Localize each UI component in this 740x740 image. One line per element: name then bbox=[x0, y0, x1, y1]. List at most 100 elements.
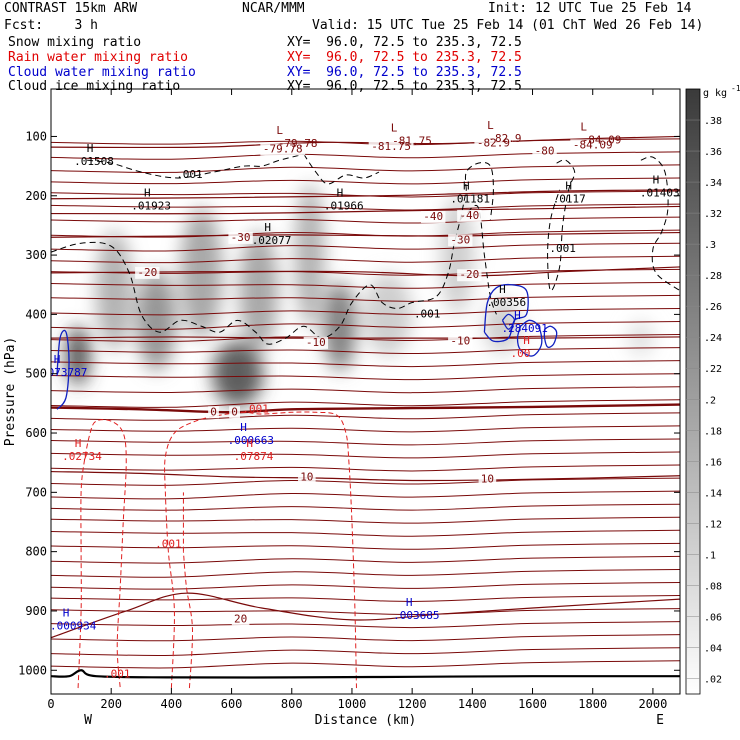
colorbar-tick-label: .08 bbox=[704, 581, 722, 592]
isotherm-minus10 bbox=[51, 336, 680, 339]
isotherm-line bbox=[51, 425, 680, 433]
isotherm-label: -40 bbox=[423, 210, 443, 223]
colorbar-tick-label: .26 bbox=[704, 302, 722, 313]
isotherm-label: 20 bbox=[234, 612, 247, 625]
label-bg bbox=[532, 145, 557, 158]
isotherm-label: 10 bbox=[300, 471, 313, 484]
isotherm-line bbox=[51, 477, 680, 486]
extremum-mark: H bbox=[406, 596, 413, 609]
isotherm-label: -10 bbox=[306, 336, 326, 349]
isotherm-label: 0 bbox=[210, 405, 217, 418]
contour-value-label: .001 bbox=[104, 667, 131, 680]
extremum-value: .01966 bbox=[324, 200, 364, 213]
isotherm-line bbox=[51, 490, 680, 500]
terrain-line bbox=[51, 669, 680, 679]
label-bg bbox=[303, 336, 329, 349]
cloud-ice-contour bbox=[51, 189, 467, 345]
isotherm-label: -20 bbox=[137, 266, 157, 279]
label-bg bbox=[478, 473, 497, 486]
isotherm-line bbox=[51, 568, 680, 578]
isotherm-line bbox=[51, 216, 680, 224]
extremum-value: -84.09 bbox=[582, 133, 622, 146]
snow-blob bbox=[66, 326, 91, 386]
x-axis-label: Distance (km) bbox=[315, 713, 417, 728]
isotherm-line bbox=[51, 294, 680, 302]
isotherm-20 bbox=[51, 592, 680, 639]
isotherm-line bbox=[51, 399, 680, 408]
isotherm-label: -81.75 bbox=[371, 140, 411, 153]
cloud-water-contour bbox=[56, 329, 70, 410]
extremum-value: .0117 bbox=[553, 193, 586, 206]
rain-contour bbox=[182, 551, 193, 689]
extremum-mark: H bbox=[246, 437, 253, 450]
label-bg bbox=[135, 266, 160, 279]
y-tick-label: 200 bbox=[25, 189, 47, 203]
y-tick-label: 500 bbox=[25, 367, 47, 381]
label-bg bbox=[208, 406, 219, 419]
field-xy-cloud-water: XY= 96.0, 72.5 to 235.3, 72.5 bbox=[287, 65, 522, 80]
isotherm-line bbox=[51, 138, 680, 146]
snow-blob bbox=[136, 269, 176, 371]
isotherm-line bbox=[51, 255, 680, 264]
isotherm-line bbox=[51, 203, 680, 211]
isotherm-line bbox=[51, 438, 680, 446]
cloud-ice-contour bbox=[459, 204, 497, 315]
colorbar-tick-label: .04 bbox=[704, 643, 722, 654]
x-tick-label: 1600 bbox=[518, 697, 547, 711]
isotherm-line bbox=[51, 581, 680, 590]
x-tick-label: 800 bbox=[281, 697, 303, 711]
isotherm-0 bbox=[51, 403, 680, 414]
contour-value-label: .001 bbox=[176, 168, 203, 181]
colorbar-tick-label: .3 bbox=[704, 240, 716, 251]
extremum-mark: H bbox=[63, 607, 70, 620]
extremum-mark: H bbox=[87, 142, 94, 155]
extremum-mark: H bbox=[54, 353, 61, 366]
colorbar-tick-label: .2 bbox=[704, 395, 716, 406]
isotherm-line bbox=[51, 529, 680, 537]
cloud-water-contours bbox=[56, 283, 558, 410]
extremum-mark: H bbox=[144, 187, 151, 200]
isotherm-line bbox=[51, 373, 680, 381]
isotherm-line bbox=[51, 451, 680, 459]
isotherm-minus30 bbox=[51, 231, 680, 238]
label-bg bbox=[368, 141, 414, 154]
plot-frame bbox=[50, 88, 681, 695]
field-xy-snow: XY= 96.0, 72.5 to 235.3, 72.5 bbox=[287, 35, 522, 50]
temperature-contours bbox=[51, 135, 680, 669]
extremum-mark: L bbox=[487, 119, 494, 132]
field-label-cloud-ice: Cloud ice mixing ratio bbox=[8, 79, 181, 94]
colorbar-unit-exponent: -1 bbox=[731, 84, 740, 93]
snow-blob bbox=[294, 183, 325, 327]
extremum-mark: H bbox=[514, 309, 521, 322]
x-tick-label: 2000 bbox=[638, 697, 667, 711]
extremum-value: .00356 bbox=[486, 296, 526, 309]
y-tick-label: 700 bbox=[25, 485, 47, 499]
extremum-mark: H bbox=[337, 187, 344, 200]
extremum-value: .01923 bbox=[131, 200, 171, 213]
extremum-mark: L bbox=[276, 124, 283, 137]
isotherm-line bbox=[51, 555, 680, 564]
title-left: CONTRAST 15km ARW bbox=[4, 1, 138, 16]
snow-blob bbox=[96, 231, 133, 350]
field-label-rain: Rain water mixing ratio bbox=[8, 50, 189, 65]
snow-blob bbox=[484, 299, 521, 353]
field-label-cloud-water: Cloud water mixing ratio bbox=[8, 65, 196, 80]
isotherm-line bbox=[51, 464, 680, 472]
isotherm-line bbox=[51, 595, 680, 602]
isotherm-line bbox=[51, 242, 680, 252]
label-bg bbox=[231, 613, 250, 626]
y-tick-label: 1000 bbox=[18, 663, 47, 677]
cloud-ice-contour bbox=[303, 153, 380, 185]
y-tick-label: 300 bbox=[25, 248, 47, 262]
label-bg bbox=[298, 471, 316, 484]
snow-blob bbox=[239, 231, 279, 350]
extremum-value: .000663 bbox=[228, 434, 274, 447]
isotherm-line bbox=[51, 360, 680, 368]
extremum-value: .02077 bbox=[252, 234, 292, 247]
title-center: NCAR/MMM bbox=[242, 1, 305, 16]
cloud-water-contour bbox=[516, 319, 543, 357]
label-bg bbox=[228, 231, 253, 244]
forecast-hour: Fcst: 3 h bbox=[4, 18, 98, 33]
colorbar-tick-label: .24 bbox=[704, 333, 722, 344]
